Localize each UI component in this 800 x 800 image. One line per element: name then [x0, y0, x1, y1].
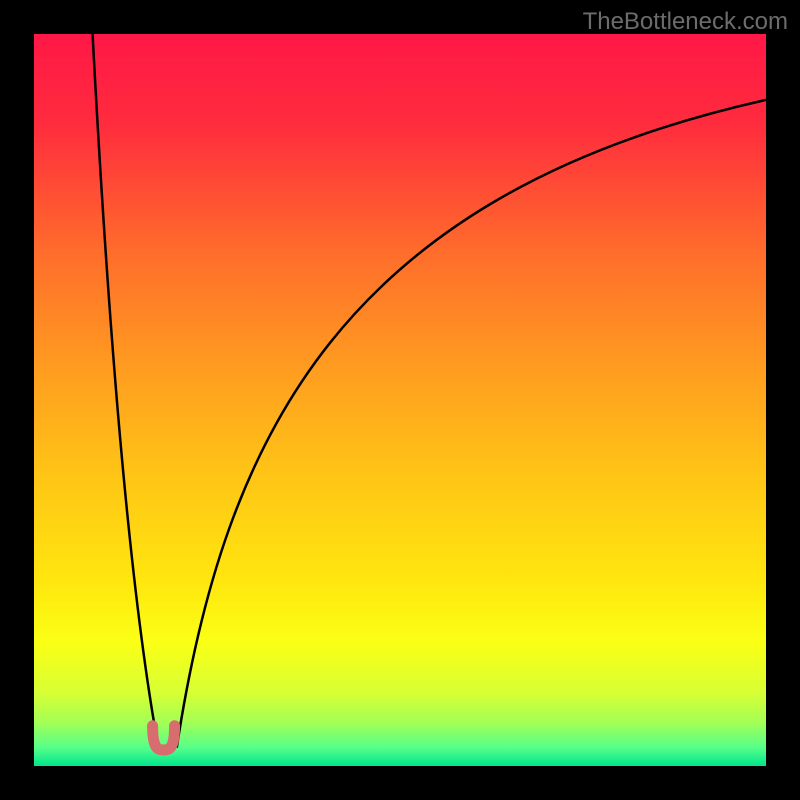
- plot-area: [34, 34, 766, 766]
- watermark-label: TheBottleneck.com: [583, 10, 788, 34]
- chart-stage: TheBottleneck.com: [0, 0, 800, 800]
- chart-svg: [0, 0, 800, 800]
